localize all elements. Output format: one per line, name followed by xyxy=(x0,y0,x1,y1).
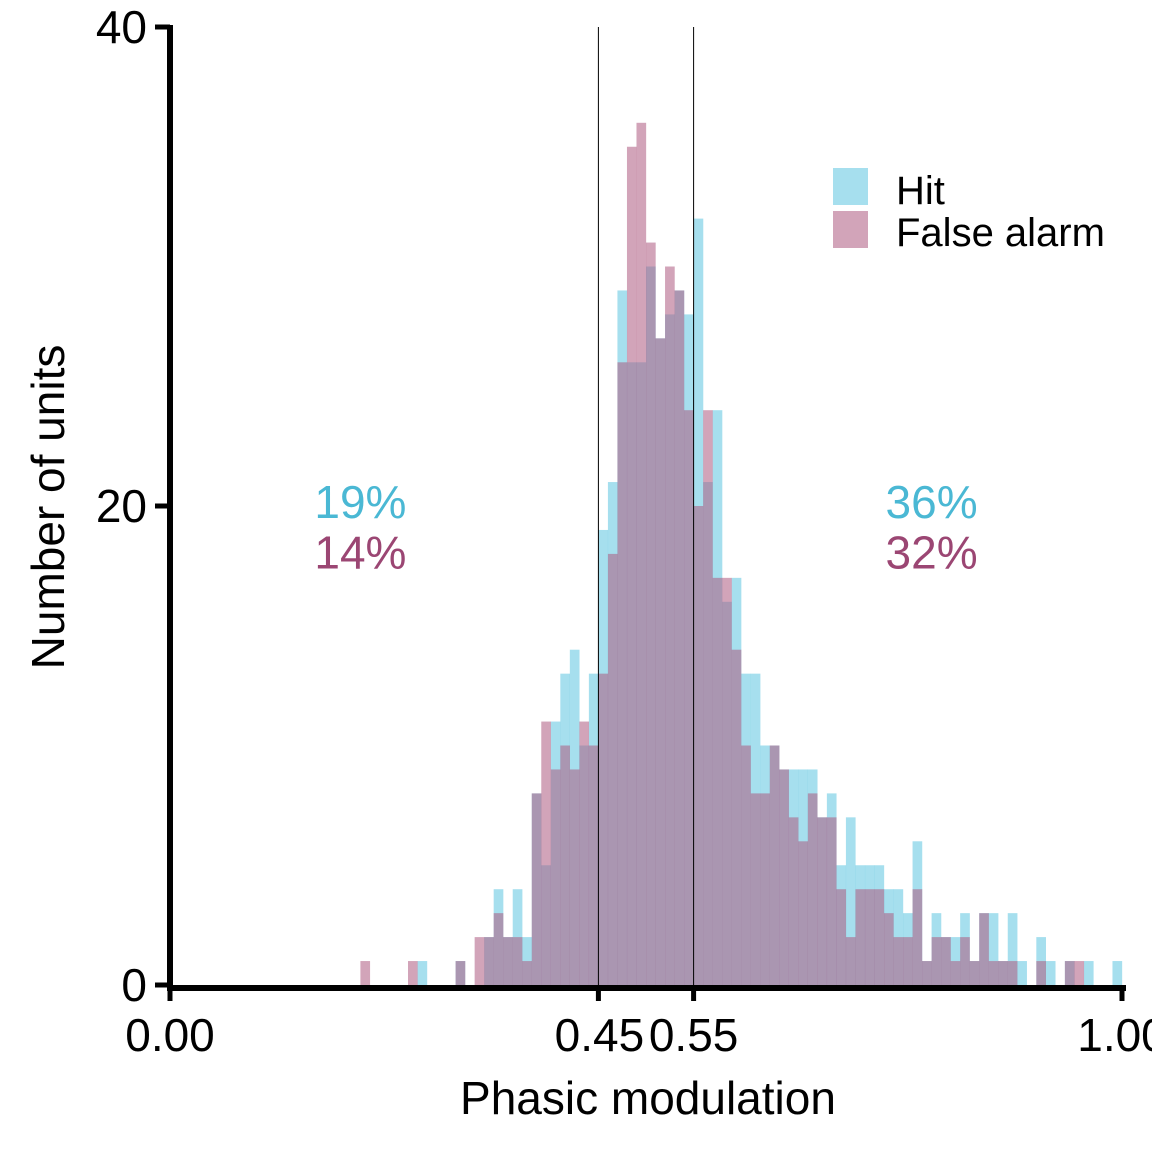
bar xyxy=(493,913,504,985)
x-axis-ticks: 0.00 0.450.55 1.00 xyxy=(125,988,1152,1061)
bar xyxy=(1074,961,1085,985)
bar xyxy=(550,769,561,985)
bar xyxy=(512,937,523,985)
bar xyxy=(988,913,999,985)
series-false-alarm xyxy=(360,122,1085,986)
bar xyxy=(674,290,685,985)
bar xyxy=(522,961,532,985)
legend-swatch-hit xyxy=(833,168,868,205)
bar xyxy=(1007,913,1018,985)
bar xyxy=(922,961,932,985)
bar xyxy=(1112,961,1123,985)
annotation-hit: 36% xyxy=(886,476,978,528)
bar xyxy=(760,793,770,985)
bar xyxy=(722,577,732,985)
annotation-false-alarm: 32% xyxy=(886,527,978,579)
bar xyxy=(579,721,590,985)
bar xyxy=(950,961,961,985)
bar xyxy=(617,362,628,985)
legend-label-false-alarm: False alarm xyxy=(896,211,1105,255)
bar xyxy=(560,745,570,985)
bar xyxy=(893,937,904,985)
bar xyxy=(1017,961,1027,985)
bar xyxy=(798,841,808,985)
legend-swatch-false-alarm xyxy=(833,211,868,248)
bar xyxy=(626,146,637,985)
bar xyxy=(1007,961,1018,985)
bar xyxy=(817,817,828,985)
annotation-false-alarm: 14% xyxy=(314,527,406,579)
bar xyxy=(731,649,742,985)
bar xyxy=(807,793,818,985)
bar xyxy=(569,769,580,985)
bar xyxy=(408,961,418,985)
bar xyxy=(903,937,913,985)
bar xyxy=(655,338,666,986)
legend-label-hit: Hit xyxy=(896,169,945,213)
bar xyxy=(693,506,704,985)
y-axis-label: Number of units xyxy=(22,345,74,670)
bar xyxy=(474,937,485,985)
bar xyxy=(874,889,885,985)
bar xyxy=(665,266,675,985)
bar xyxy=(884,913,894,985)
bar xyxy=(960,937,970,985)
bar xyxy=(750,793,761,985)
threshold-lines xyxy=(597,27,695,985)
bar xyxy=(779,769,789,985)
bar xyxy=(1045,961,1056,985)
bar xyxy=(607,553,618,985)
bar xyxy=(1064,961,1075,985)
bar xyxy=(769,745,780,985)
x-axis-label: Phasic modulation xyxy=(460,1072,836,1124)
bar xyxy=(360,961,371,985)
bar xyxy=(417,961,428,985)
bar xyxy=(1083,961,1094,985)
bar xyxy=(684,410,694,985)
histogram-bars xyxy=(360,122,1123,986)
bar xyxy=(598,673,609,985)
annotation-hit: 19% xyxy=(314,476,406,528)
bar xyxy=(503,937,513,985)
bar xyxy=(969,961,980,985)
bar xyxy=(998,961,1008,985)
bar xyxy=(864,889,875,985)
bar xyxy=(788,817,799,985)
x-tick-label: 1.00 xyxy=(1077,1009,1152,1061)
bar xyxy=(703,410,713,985)
bar xyxy=(826,817,837,985)
bar xyxy=(712,577,723,985)
bar xyxy=(988,961,999,985)
bar xyxy=(845,937,856,985)
bar xyxy=(912,889,923,985)
bar xyxy=(484,937,494,985)
legend: Hit False alarm xyxy=(833,168,1105,255)
x-tick-label: 0.45 xyxy=(555,1009,645,1061)
y-axis-ticks: 0 20 40 xyxy=(96,1,170,1011)
bar xyxy=(845,817,856,985)
x-tick-label: 0.55 xyxy=(649,1009,739,1061)
bar xyxy=(646,242,656,986)
bar xyxy=(931,937,942,985)
bar xyxy=(588,745,599,985)
bar xyxy=(455,961,466,985)
x-tick-label: 0.00 xyxy=(125,1009,215,1061)
y-tick-label: 20 xyxy=(96,480,147,532)
bar xyxy=(636,122,647,986)
y-tick-label: 0 xyxy=(121,959,147,1011)
bar xyxy=(541,721,551,985)
bar xyxy=(531,793,542,985)
bar xyxy=(741,745,751,985)
percentage-annotations: 19%14% 36%32% xyxy=(314,476,977,578)
bar xyxy=(941,937,951,985)
y-tick-label: 40 xyxy=(96,1,147,53)
bar xyxy=(855,889,866,985)
bar xyxy=(1036,961,1046,985)
bar xyxy=(979,913,989,985)
bar xyxy=(836,889,847,985)
